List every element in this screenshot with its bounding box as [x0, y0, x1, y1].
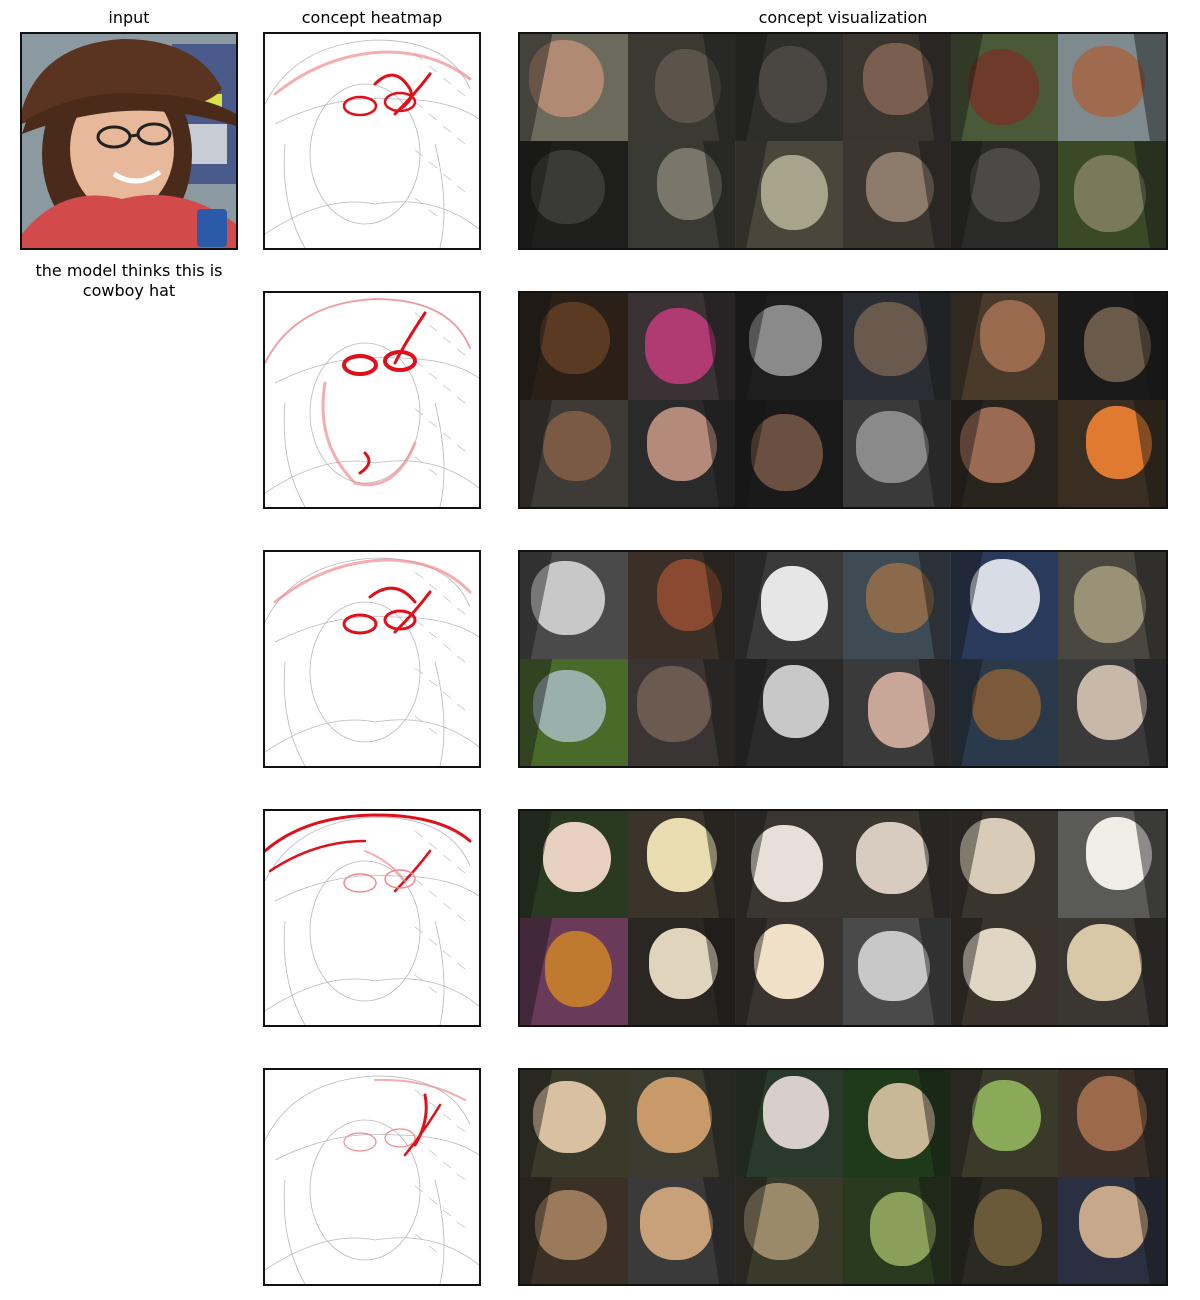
- concept-example-image: [842, 293, 951, 400]
- concept-example-image: [735, 811, 843, 918]
- prediction-caption: the model thinks this is cowboy hat: [8, 261, 250, 301]
- concept-visualization-4: [518, 809, 1168, 1027]
- concept-heatmap-2: [263, 291, 481, 509]
- concept-visualization-5: [518, 1068, 1168, 1286]
- concept-example-image: [627, 293, 736, 400]
- concept-example-image: [735, 1070, 843, 1177]
- concept-example-image: [520, 811, 628, 918]
- concept-example-image: [842, 34, 951, 141]
- concept-example-image: [842, 141, 951, 248]
- concept-example-image: [950, 1070, 1059, 1177]
- concept-example-image: [735, 293, 843, 400]
- concept-example-image: [627, 918, 736, 1025]
- concept-example-image: [520, 552, 628, 659]
- concept-example-image: [842, 552, 951, 659]
- concept-visualization-2: [518, 291, 1168, 509]
- concept-example-image: [735, 400, 843, 507]
- heatmap-column-title: concept heatmap: [301, 8, 443, 27]
- concept-example-image: [950, 141, 1059, 248]
- concept-example-image: [1058, 918, 1166, 1025]
- concept-example-image: [842, 1177, 951, 1284]
- concept-example-image: [950, 293, 1059, 400]
- concept-example-image: [520, 659, 628, 766]
- concept-example-image: [735, 1177, 843, 1284]
- concept-example-image: [627, 659, 736, 766]
- caption-line-2: cowboy hat: [82, 281, 176, 300]
- concept-example-image: [842, 659, 951, 766]
- concept-example-image: [627, 141, 736, 248]
- concept-visualization-1: [518, 32, 1168, 250]
- concept-example-image: [520, 1070, 628, 1177]
- concept-example-image: [627, 1177, 736, 1284]
- input-image: [20, 32, 238, 250]
- concept-example-image: [950, 659, 1059, 766]
- concept-example-image: [735, 141, 843, 248]
- concept-heatmap-3: [263, 550, 481, 768]
- concept-example-image: [1058, 811, 1166, 918]
- visualization-column-title: concept visualization: [758, 8, 928, 27]
- concept-heatmap-5: [263, 1068, 481, 1286]
- concept-example-image: [520, 1177, 628, 1284]
- concept-example-image: [950, 34, 1059, 141]
- concept-visualization-3: [518, 550, 1168, 768]
- concept-example-image: [520, 293, 628, 400]
- concept-example-image: [950, 552, 1059, 659]
- concept-example-image: [842, 1070, 951, 1177]
- input-column-title: input: [108, 8, 150, 27]
- concept-example-image: [627, 552, 736, 659]
- concept-example-image: [520, 141, 628, 248]
- concept-example-image: [627, 400, 736, 507]
- concept-example-image: [1058, 1070, 1166, 1177]
- concept-heatmap-1: [263, 32, 481, 250]
- concept-example-image: [735, 918, 843, 1025]
- concept-example-image: [735, 659, 843, 766]
- concept-example-image: [1058, 293, 1166, 400]
- concept-example-image: [627, 811, 736, 918]
- concept-example-image: [1058, 659, 1166, 766]
- concept-example-image: [950, 1177, 1059, 1284]
- concept-example-image: [1058, 1177, 1166, 1284]
- caption-line-1: the model thinks this is: [35, 261, 223, 280]
- concept-example-image: [520, 400, 628, 507]
- concept-example-image: [950, 400, 1059, 507]
- concept-example-image: [1058, 552, 1166, 659]
- concept-example-image: [735, 34, 843, 141]
- concept-example-image: [520, 34, 628, 141]
- concept-example-image: [627, 1070, 736, 1177]
- concept-example-image: [842, 918, 951, 1025]
- concept-example-image: [842, 400, 951, 507]
- concept-example-image: [1058, 141, 1166, 248]
- concept-example-image: [842, 811, 951, 918]
- concept-heatmap-4: [263, 809, 481, 1027]
- concept-example-image: [627, 34, 736, 141]
- concept-example-image: [520, 918, 628, 1025]
- concept-example-image: [950, 918, 1059, 1025]
- concept-example-image: [735, 552, 843, 659]
- concept-example-image: [950, 811, 1059, 918]
- concept-example-image: [1058, 34, 1166, 141]
- concept-example-image: [1058, 400, 1166, 507]
